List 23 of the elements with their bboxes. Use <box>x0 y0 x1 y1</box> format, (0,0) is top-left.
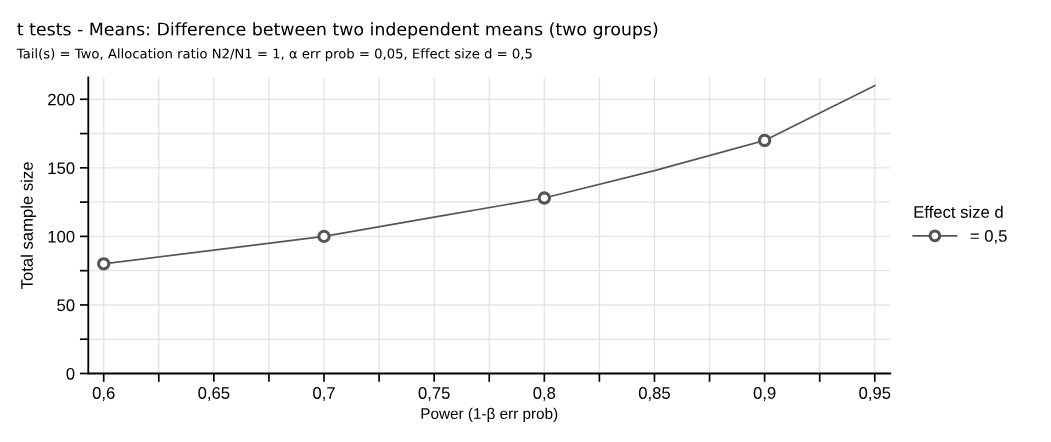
x-axis-title: Power (1-β err prob) <box>421 407 558 423</box>
x-tick-label: 0,6 <box>92 387 115 401</box>
point <box>97 257 111 271</box>
chart-subtitle: Tail(s) = Two, Allocation ratio N2/N1 = 1, α err prob = 0,05, Effect size d = 0,5 <box>16 48 532 62</box>
x-tick-label: 0,65 <box>198 387 230 401</box>
chart-title: t tests - Means: Difference between two independent means (two groups) <box>17 22 658 39</box>
y-tick-label: 200 <box>48 93 75 106</box>
x-tick-label: 0,8 <box>533 387 556 401</box>
legend-title: Effect size d <box>914 205 1003 218</box>
y-axis-title: Total sample size <box>20 162 37 289</box>
x-tick-label: 0,95 <box>859 387 891 401</box>
y-tick-label: 50 <box>57 299 75 312</box>
y-tick-label: 150 <box>48 162 75 175</box>
legend-label: = 0,5 <box>970 230 1007 244</box>
point <box>537 191 551 205</box>
point <box>757 133 772 148</box>
y-tick-label: 0 <box>66 367 75 380</box>
x-tick-label: 0,9 <box>753 387 776 401</box>
point <box>317 229 331 244</box>
y-tick-label: 100 <box>48 230 75 243</box>
x-tick-label: 0,75 <box>418 387 450 401</box>
x-tick-label: 0,85 <box>638 387 670 401</box>
x-tick-label: 0,7 <box>313 387 335 401</box>
